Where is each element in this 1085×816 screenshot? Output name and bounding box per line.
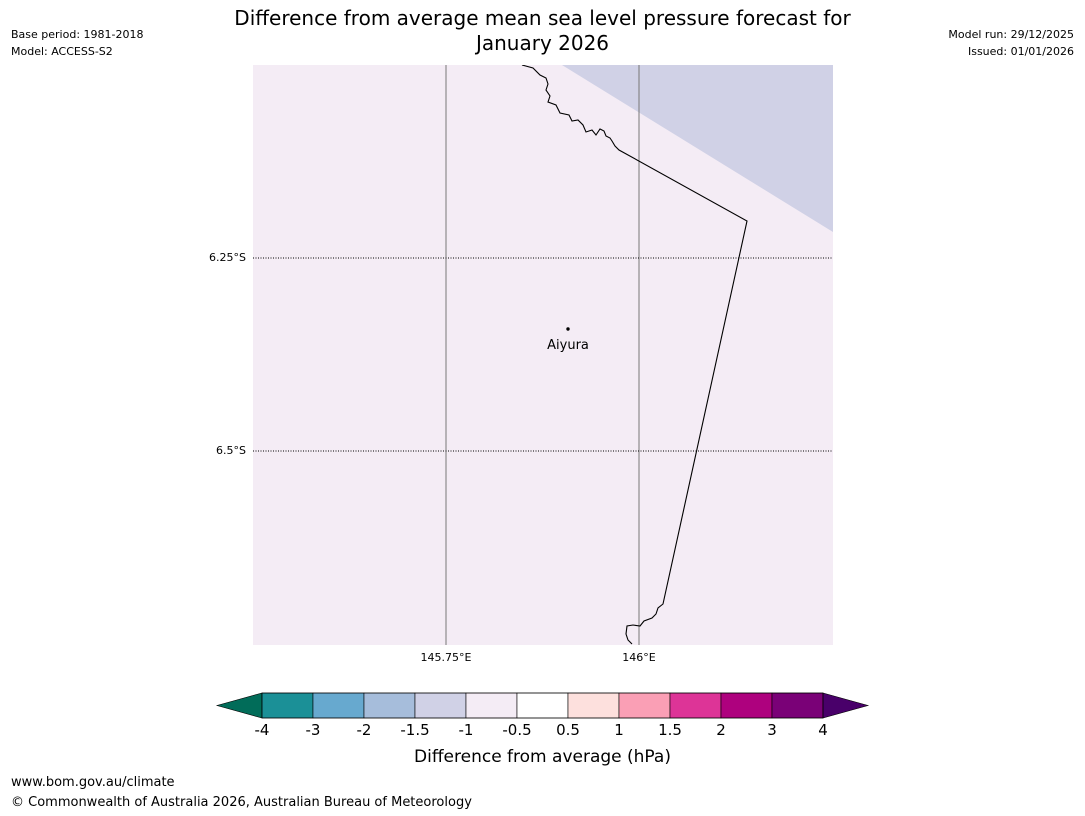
pressure-field-upper-right	[562, 65, 833, 232]
colorbar-segment	[465, 692, 518, 719]
colorbar-segment	[618, 692, 671, 719]
footer-copyright: © Commonwealth of Australia 2026, Austra…	[11, 795, 472, 810]
lon-label-146: 146°E	[622, 651, 655, 664]
colorbar-tick-label: 3	[767, 721, 777, 739]
colorbar-tick-label: 2	[716, 721, 726, 739]
base-period-text: Base period: 1981-2018	[11, 28, 144, 41]
colorbar-tick-label: 1.5	[658, 721, 682, 739]
colorbar-segment	[669, 692, 722, 719]
model-text: Model: ACCESS-S2	[11, 45, 113, 58]
model-run-text: Model run: 29/12/2025	[948, 28, 1074, 41]
colorbar-segment	[363, 692, 416, 719]
colorbar-ticks: -4 -3 -2 -1.5 -1 -0.5 0.5 1 1.5 2 3 4	[255, 721, 828, 739]
colorbar-tick-label: -2	[357, 721, 372, 739]
map-title-line2: January 2026	[475, 31, 610, 55]
header-meta-left: Base period: 1981-2018 Model: ACCESS-S2	[11, 26, 143, 60]
colorbar-segment	[771, 692, 824, 719]
colorbar-tick-label: 0.5	[556, 721, 580, 739]
colorbar-label: Difference from average (hPa)	[414, 747, 671, 767]
colorbar-extend-high	[822, 692, 870, 719]
colorbar-segment	[720, 692, 773, 719]
colorbar-frame	[261, 692, 824, 719]
issued-text: Issued: 01/01/2026	[967, 45, 1074, 58]
colorbar-tick-label: -0.5	[502, 721, 531, 739]
colorbar-tick-label: -1	[459, 721, 474, 739]
colorbar-tick-label: 1	[614, 721, 624, 739]
colorbar-segment	[261, 692, 314, 719]
lon-label-145-75: 145.75°E	[421, 651, 472, 664]
colorbar-segment	[516, 692, 569, 719]
coastline	[521, 65, 748, 645]
place-label: Aiyura	[547, 338, 589, 353]
footer-url: www.bom.gov.au/climate	[11, 775, 175, 790]
place-marker	[566, 327, 570, 331]
map-panel: Aiyura 6.25°S 6.5°S 145.75°E 146°E	[209, 65, 833, 664]
colorbar-segment	[312, 692, 365, 719]
colorbar: -4 -3 -2 -1.5 -1 -0.5 0.5 1 1.5 2 3 4 Difference fr…	[215, 692, 870, 767]
colorbar-extend-low	[215, 692, 263, 719]
colorbar-segments	[261, 692, 824, 719]
map-title-line1: Difference from average mean sea level p…	[234, 6, 851, 30]
colorbar-segment	[414, 692, 467, 719]
colorbar-tick-label: 4	[818, 721, 828, 739]
colorbar-tick-label: -1.5	[400, 721, 429, 739]
header-meta-right: Model run: 29/12/2025 Issued: 01/01/2026	[948, 26, 1074, 60]
colorbar-tick-label: -3	[306, 721, 321, 739]
colorbar-tick-label: -4	[255, 721, 270, 739]
lat-label-6-5: 6.5°S	[216, 444, 246, 457]
colorbar-segment	[567, 692, 620, 719]
lat-label-6-25: 6.25°S	[209, 251, 246, 264]
map-title: Difference from average mean sea level p…	[140, 6, 945, 56]
